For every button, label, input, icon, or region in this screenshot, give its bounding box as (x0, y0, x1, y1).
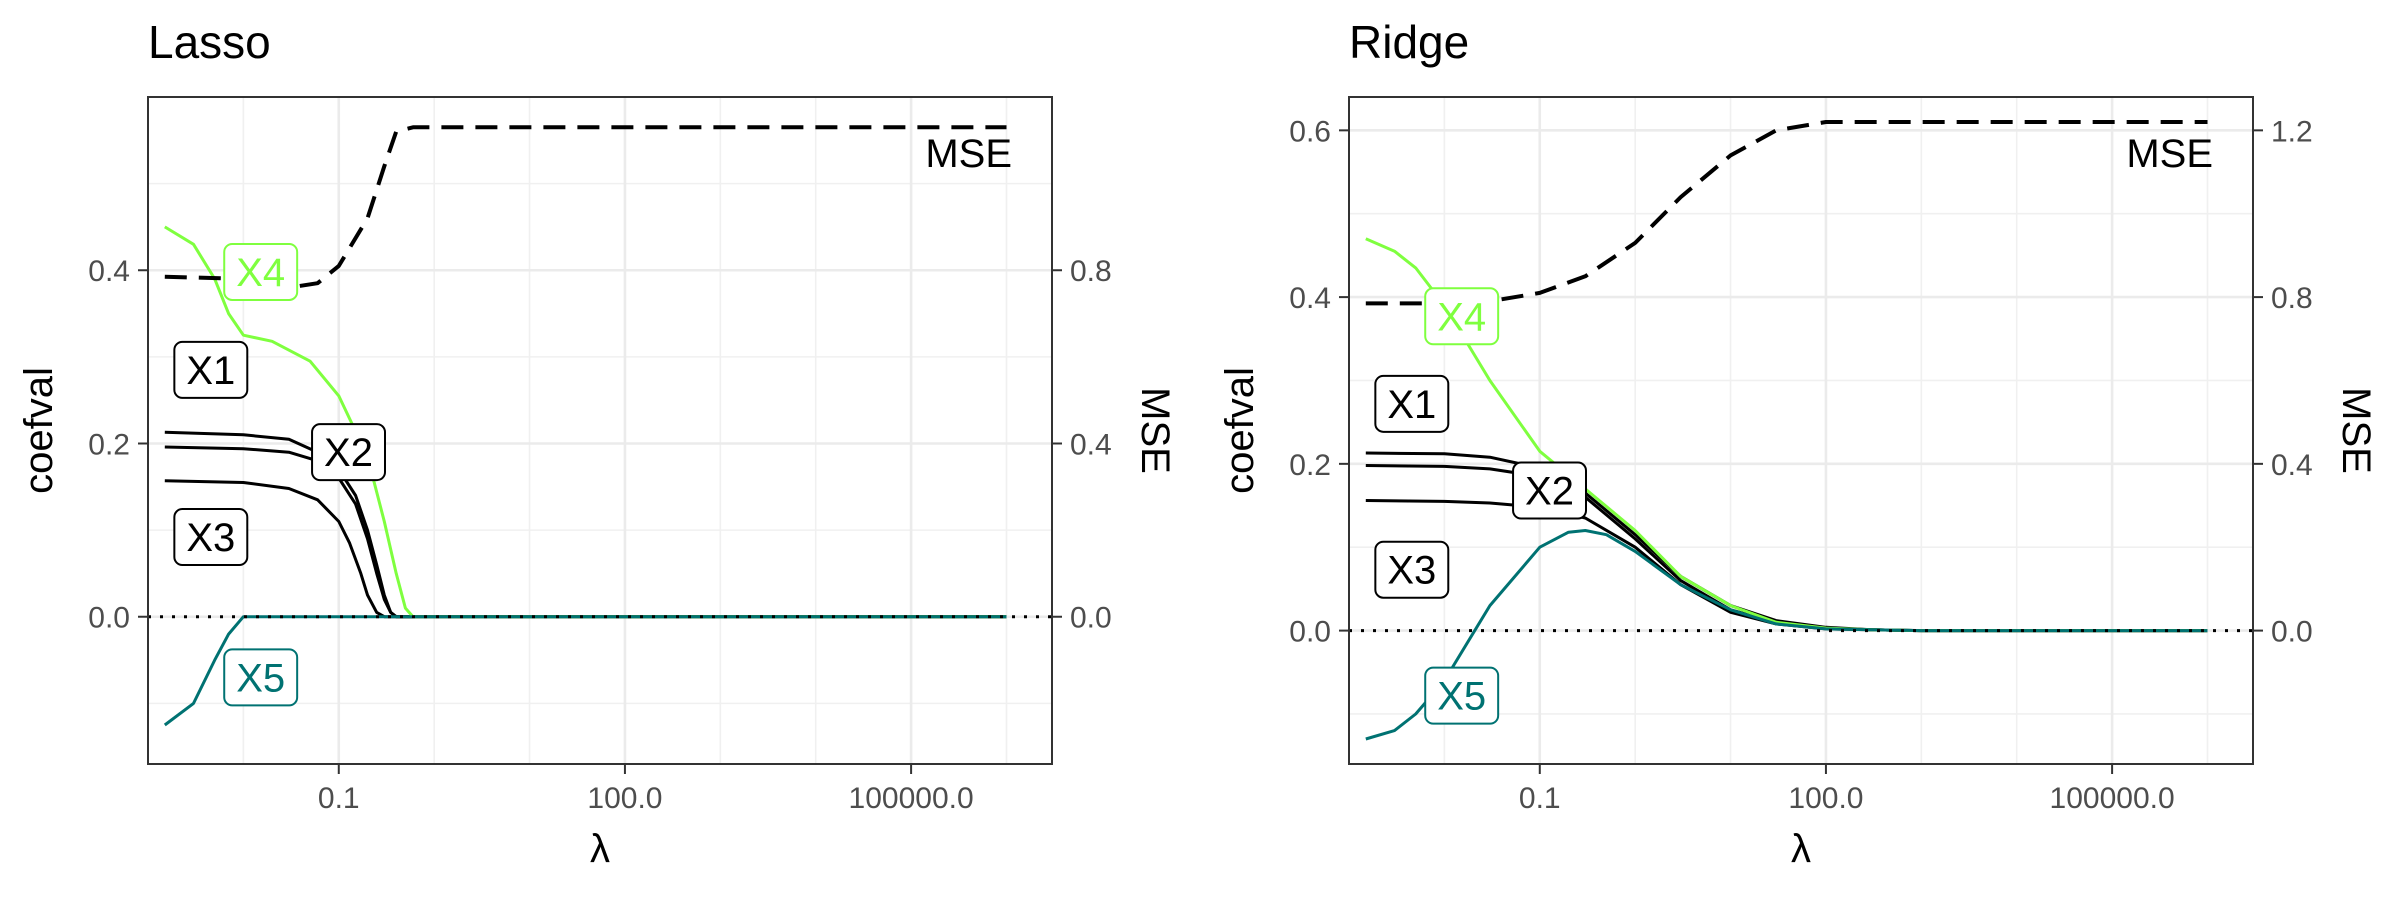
svg-text:X1: X1 (186, 349, 235, 393)
y-tick-label: 0.0 (1289, 616, 1331, 649)
y2-tick-label: 0.0 (2271, 616, 2313, 649)
y2-tick-label: 0.8 (2271, 282, 2313, 315)
curve-label-x2: X2 (311, 423, 386, 482)
curve-label-x4: X4 (223, 242, 299, 301)
x-tick-label: 100000.0 (849, 782, 974, 815)
plot-background (1349, 97, 2253, 764)
svg-text:X2: X2 (324, 431, 373, 475)
mse-series-label: MSE (2126, 132, 2213, 176)
curve-label-x4: X4 (1424, 287, 1500, 346)
svg-text:X1: X1 (1387, 383, 1436, 427)
curve-label-x3: X3 (173, 508, 249, 567)
curve-label-x5: X5 (1424, 666, 1500, 725)
y-axis-title: coefval (17, 367, 61, 494)
panel-border (1348, 96, 2254, 765)
y-tick-label: 0.6 (1289, 115, 1331, 148)
series-group (1365, 120, 2208, 741)
svg-text:X3: X3 (186, 516, 235, 560)
svg-text:X5: X5 (1437, 675, 1486, 719)
series-line-x4 (164, 225, 1007, 619)
y-tick-label: 0.2 (88, 428, 130, 461)
x-tick-label: 100.0 (587, 782, 662, 815)
x-tick-label: 0.1 (1519, 782, 1561, 815)
curve-label-x3: X3 (1374, 540, 1450, 599)
panel-title: Lasso (148, 16, 271, 68)
y2-axis-title: MSE (1133, 387, 1177, 474)
y-tick-label: 0.0 (88, 602, 130, 635)
curve-label-x5: X5 (223, 648, 299, 707)
x-axis-title: λ (1791, 827, 1811, 871)
x-tick-label: 0.1 (318, 782, 360, 815)
panel-border (147, 96, 1053, 765)
y2-tick-label: 0.0 (1070, 602, 1112, 635)
curve-label-x1: X1 (173, 340, 249, 399)
curve-label-x1: X1 (1374, 374, 1450, 433)
curve-label-x2: X2 (1512, 461, 1587, 520)
svg-text:X4: X4 (1437, 295, 1486, 339)
svg-text:X4: X4 (236, 251, 285, 295)
panel-2: MSE X1 X2 X3 X4 X5 0.0 0.2 0.4 0.6 0.0 0.4 0.8 1.2 0.1… (1218, 16, 2378, 871)
y-axis-title: coefval (1218, 367, 1262, 494)
series-line-mse (1365, 120, 2208, 306)
x-axis-title: λ (590, 827, 610, 871)
y-tick-label: 0.2 (1289, 449, 1331, 482)
svg-text:X5: X5 (236, 656, 285, 700)
y2-tick-label: 0.8 (1070, 255, 1112, 288)
y2-tick-label: 0.4 (1070, 428, 1112, 461)
svg-text:X2: X2 (1525, 470, 1574, 514)
x-tick-label: 100.0 (1788, 782, 1863, 815)
panel-1: MSE X1 X2 X3 X4 X5 0.0 0.2 0.4 0.0 0.4 0.8 0.1 100.0 1… (17, 16, 1177, 871)
mse-series-label: MSE (925, 132, 1012, 176)
y2-tick-label: 1.2 (2271, 115, 2313, 148)
y-tick-label: 0.4 (88, 255, 130, 288)
series-line-x5 (163, 615, 1007, 727)
x-tick-label: 100000.0 (2050, 782, 2175, 815)
y-tick-label: 0.4 (1289, 282, 1331, 315)
y2-axis-title: MSE (2334, 387, 2378, 474)
svg-text:X3: X3 (1387, 549, 1436, 593)
y2-tick-label: 0.4 (2271, 449, 2313, 482)
plot-background (148, 97, 1052, 764)
panel-title: Ridge (1349, 16, 1469, 68)
